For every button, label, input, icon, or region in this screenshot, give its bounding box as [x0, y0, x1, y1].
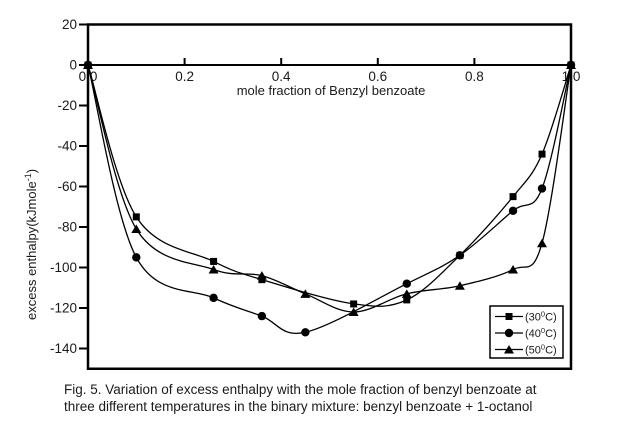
x-tick-label: 0.2 — [175, 69, 194, 84]
caption-line-1: Fig. 5. Variation of excess enthalpy wit… — [64, 382, 537, 397]
marker-triangle-50C — [537, 238, 548, 248]
series-line-30C — [87, 64, 572, 307]
marker-square-30C — [210, 257, 218, 265]
series-line-50C — [87, 64, 572, 313]
marker-triangle-50C — [348, 307, 359, 317]
marker-circle-40C — [402, 279, 411, 288]
legend-label-30C: (300C) — [525, 310, 557, 324]
x-tick-label: 0.0 — [79, 69, 98, 84]
marker-square-30C — [538, 150, 546, 158]
marker-triangle-50C — [208, 265, 219, 274]
marker-triangle-50C — [454, 281, 465, 290]
marker-square-30C — [258, 276, 266, 284]
marker-circle-40C — [508, 206, 518, 215]
y-tick-label: -100 — [50, 260, 77, 275]
legend-marker-30C — [505, 313, 513, 320]
y-tick-label: -80 — [57, 220, 77, 235]
marker-triangle-50C — [83, 60, 93, 69]
marker-triangle-50C — [508, 265, 519, 274]
marker-square-30C — [403, 296, 411, 304]
caption-line-2: three different temperatures in the bina… — [64, 399, 533, 414]
marker-square-30C — [350, 300, 358, 308]
marker-circle-40C — [132, 253, 141, 262]
figure-caption: Fig. 5. Variation of excess enthalpy wit… — [64, 381, 604, 415]
marker-circle-40C — [301, 328, 310, 337]
legend-marker-50C — [504, 345, 514, 354]
plot-frame — [86, 23, 573, 370]
series-line-40C — [87, 64, 572, 335]
x-tick-label: 0.8 — [465, 69, 484, 84]
y-tick-label: -40 — [57, 139, 77, 154]
y-axis-title: excess enthalpy(kJmole-1) — [23, 169, 39, 320]
y-tick-label: -60 — [57, 179, 77, 194]
y-tick-label: 20 — [62, 17, 77, 32]
y-tick-label: -20 — [57, 98, 77, 113]
marker-circle-40C — [257, 311, 267, 321]
marker-triangle-50C — [131, 224, 142, 234]
x-axis-title: mole fraction of Benzyl benzoate — [237, 83, 426, 98]
x-tick-label: 0.6 — [368, 69, 387, 84]
y-tick-label: 0 — [69, 58, 77, 73]
legend-label-50C: (500C) — [525, 343, 557, 357]
marker-circle-40C — [455, 251, 465, 260]
marker-square-30C — [509, 193, 517, 201]
x-tick-label: 0.4 — [272, 69, 291, 84]
marker-circle-40C — [537, 184, 547, 193]
marker-triangle-50C — [401, 289, 412, 298]
x-tick-label: 1.0 — [562, 69, 581, 84]
y-tick-label: -140 — [50, 341, 77, 356]
legend-marker-40C — [504, 328, 514, 338]
marker-triangle-50C — [300, 289, 311, 298]
y-tick-label: -120 — [50, 301, 77, 316]
marker-circle-40C — [209, 293, 218, 303]
marker-triangle-50C — [566, 60, 576, 69]
legend-label-40C: (400C) — [525, 326, 557, 340]
marker-triangle-50C — [256, 271, 267, 280]
marker-square-30C — [132, 213, 140, 221]
